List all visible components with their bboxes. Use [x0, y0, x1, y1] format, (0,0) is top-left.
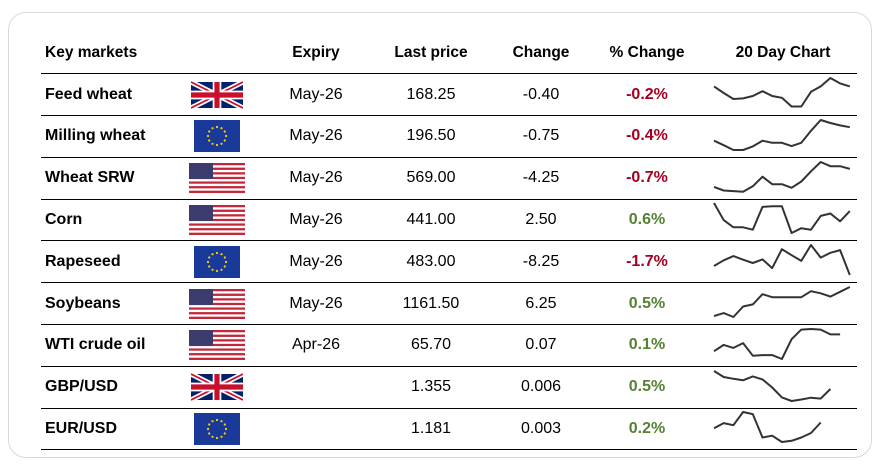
expiry: May-26 [289, 169, 343, 187]
table-row: GBP/USD 1.355 0.006 0.5% [41, 367, 857, 409]
pct-change: 0.5% [628, 378, 666, 396]
change: 0.003 [520, 419, 562, 437]
pct-change: -0.2% [626, 85, 668, 103]
last-price: 441.00 [406, 210, 456, 228]
sparkline [709, 74, 857, 115]
change: 6.25 [525, 294, 557, 312]
sparkline-line [713, 77, 851, 108]
table-row: Wheat SRW May-26 569.00 -4.25 -0.7% [41, 158, 857, 200]
pct-change: 0.2% [628, 419, 666, 437]
uk-flag-icon [189, 74, 245, 115]
last-price: 196.50 [406, 127, 456, 145]
market-name: Soybeans [45, 294, 121, 312]
change: -4.25 [522, 169, 560, 187]
sparkline-line [713, 202, 851, 235]
expiry: Apr-26 [291, 336, 341, 354]
expiry: May-26 [289, 127, 343, 145]
market-name: Wheat SRW [45, 169, 135, 187]
us-flag-icon [189, 199, 245, 240]
eu-flag-icon [189, 241, 245, 282]
pct-change: 0.5% [628, 294, 666, 312]
header-last-price: Last price [394, 44, 468, 61]
pct-change: 0.1% [628, 336, 666, 354]
header-expiry: Expiry [292, 44, 340, 61]
last-price: 168.25 [406, 85, 456, 103]
change: -8.25 [522, 252, 560, 270]
table-row: Milling wheat May-26 196.50 -0.75 -0.4% [41, 116, 857, 158]
market-name: Rapeseed [45, 252, 121, 270]
expiry: May-26 [289, 252, 343, 270]
last-price: 1161.50 [402, 294, 460, 312]
sparkline [709, 199, 857, 240]
us-flag-icon [189, 158, 245, 199]
expiry [266, 367, 366, 408]
sparkline [709, 283, 857, 324]
sparkline [709, 325, 857, 366]
eu-flag-icon [189, 116, 245, 157]
last-price: 65.70 [410, 336, 452, 354]
market-name: WTI crude oil [45, 336, 146, 354]
table-row: EUR/USD 1.181 0.003 0.2% [41, 408, 857, 451]
pct-change: -0.7% [626, 169, 668, 187]
table-row: WTI crude oil Apr-26 65.70 0.07 0.1% [41, 325, 857, 367]
expiry: May-26 [289, 85, 343, 103]
table-header: Key markets Expiry Last price Change % C… [41, 33, 857, 74]
table-row: Feed wheat May-26 168.25 -0.40 -0.2% [41, 74, 857, 116]
sparkline [709, 116, 857, 157]
market-name: Milling wheat [45, 127, 146, 145]
sparkline-line [713, 369, 832, 402]
sparkline-line [713, 327, 841, 360]
sparkline [709, 408, 857, 449]
expiry: May-26 [289, 294, 343, 312]
uk-flag-icon [189, 367, 245, 408]
table-row: Corn May-26 441.00 2.50 0.6% [41, 199, 857, 242]
market-name: GBP/USD [45, 378, 118, 396]
table-row: Soybeans May-26 1161.50 6.25 0.5% [41, 283, 857, 325]
last-price: 483.00 [406, 252, 456, 270]
pct-change: 0.6% [628, 210, 666, 228]
header-chart: 20 Day Chart [735, 44, 831, 61]
sparkline-line [713, 160, 851, 193]
change: 0.07 [525, 336, 557, 354]
sparkline-line [713, 244, 851, 276]
expiry: May-26 [289, 210, 343, 228]
expiry [266, 408, 366, 449]
change: -0.75 [522, 127, 560, 145]
sparkline [709, 241, 857, 282]
sparkline-line [713, 118, 850, 151]
market-name: Corn [45, 210, 83, 228]
us-flag-icon [189, 325, 245, 366]
header-market: Key markets [45, 44, 138, 61]
header-pct-change: % Change [609, 44, 685, 61]
key-markets-card: Key markets Expiry Last price Change % C… [8, 12, 872, 458]
sparkline [709, 158, 857, 199]
change: 0.006 [520, 378, 562, 396]
pct-change: -0.4% [626, 127, 668, 145]
sparkline-line [713, 411, 822, 444]
eu-flag-icon [189, 408, 245, 449]
sparkline-line [713, 286, 851, 318]
last-price: 1.355 [410, 378, 452, 396]
header-change: Change [512, 44, 570, 61]
last-price: 569.00 [406, 169, 456, 187]
pct-change: -1.7% [626, 252, 668, 270]
table-row: Rapeseed May-26 483.00 -8.25 -1.7% [41, 241, 857, 284]
us-flag-icon [189, 283, 245, 324]
change: 2.50 [525, 210, 557, 228]
market-name: Feed wheat [45, 85, 133, 103]
market-name: EUR/USD [45, 419, 118, 437]
sparkline [709, 367, 857, 408]
change: -0.40 [522, 85, 560, 103]
last-price: 1.181 [410, 419, 452, 437]
